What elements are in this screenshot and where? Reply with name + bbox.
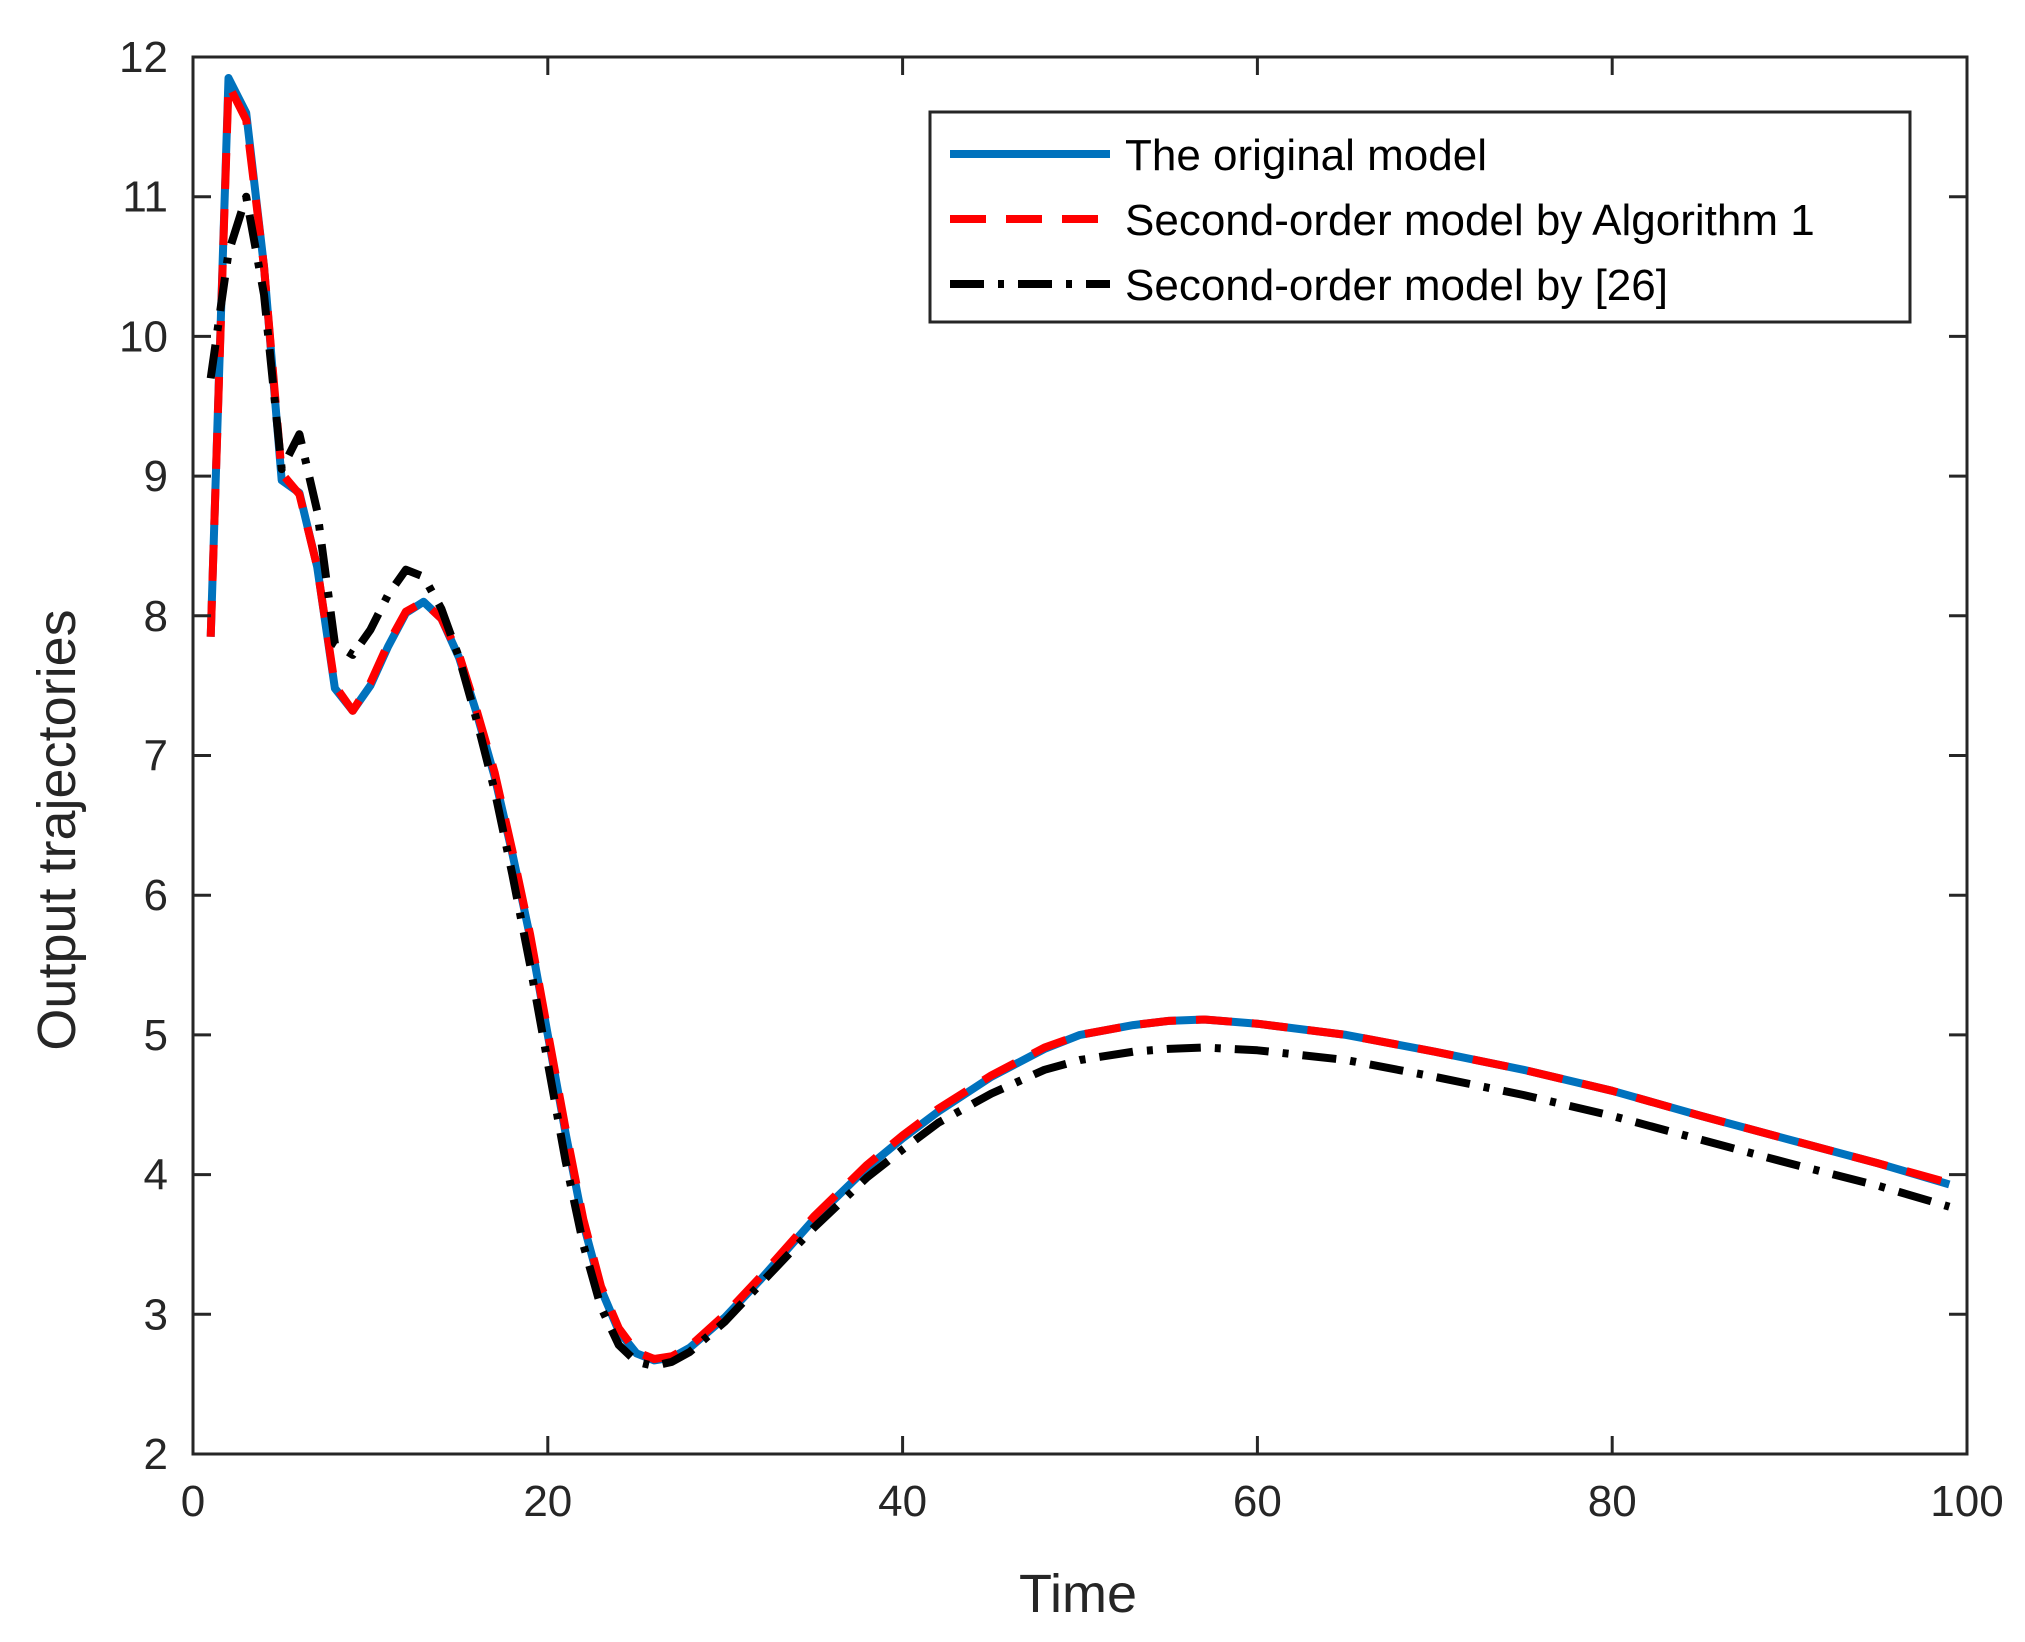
x-axis-title: Time — [1019, 1564, 1137, 1624]
y-tick-label: 11 — [122, 173, 168, 222]
series-line-2 — [206, 80, 1951, 1363]
y-tick-label: 2 — [144, 1430, 168, 1479]
y-tick-label: 10 — [119, 312, 168, 361]
x-tick-label: 80 — [1588, 1477, 1637, 1526]
x-tick-label: 100 — [1930, 1477, 2003, 1526]
y-tick-label: 3 — [144, 1290, 168, 1339]
legend: The original model Second-order model by … — [928, 110, 1912, 324]
y-tick-label: 8 — [144, 592, 168, 641]
legend-label-3: Second-order model by [26] — [1125, 261, 1668, 310]
legend-label-2: Second-order model by Algorithm 1 — [1125, 196, 1815, 245]
series-layer — [206, 74, 1951, 1370]
y-tick-label: 6 — [144, 871, 168, 920]
y-axis-title: Output trajectories — [27, 609, 87, 1050]
axes-layer: 0 20 40 60 80 100 2 3 4 5 6 7 8 9 10 11 12 — [119, 33, 2004, 1526]
y-tick-label: 7 — [144, 732, 168, 781]
y-tick-label: 4 — [144, 1151, 168, 1200]
legend-label-1: The original model — [1125, 131, 1487, 180]
series-line-3 — [206, 192, 1951, 1370]
y-tick-label: 5 — [144, 1011, 168, 1060]
y-tick-label: 12 — [119, 33, 168, 82]
x-tick-label: 20 — [523, 1477, 572, 1526]
x-tick-label: 0 — [181, 1477, 205, 1526]
y-tick-label: 9 — [144, 452, 168, 501]
x-tick-label: 60 — [1233, 1477, 1282, 1526]
x-tick-label: 40 — [878, 1477, 927, 1526]
